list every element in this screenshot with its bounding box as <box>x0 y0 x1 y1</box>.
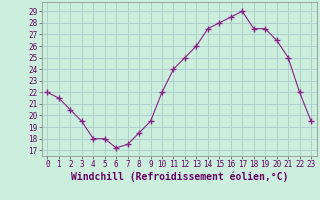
X-axis label: Windchill (Refroidissement éolien,°C): Windchill (Refroidissement éolien,°C) <box>70 172 288 182</box>
